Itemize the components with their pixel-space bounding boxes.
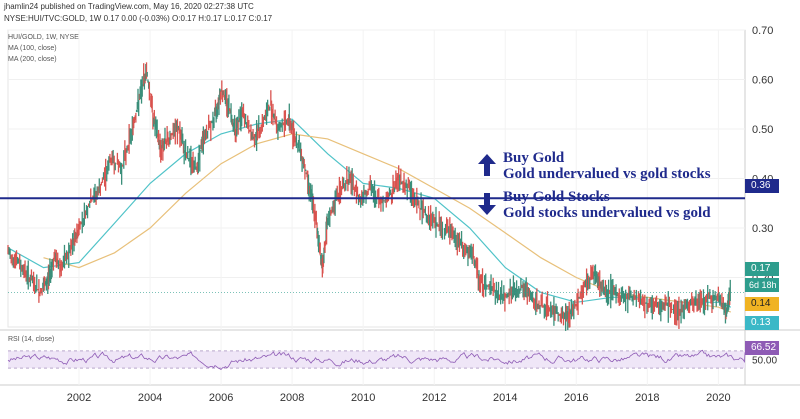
x-tick-label: 2012	[422, 392, 446, 404]
ma100-legend: MA (100, close)	[8, 45, 57, 52]
rsi-legend: RSI (14, close)	[8, 336, 55, 343]
rsi-line	[7, 349, 746, 371]
buy-stocks-label: Buy Gold Stocks	[503, 189, 610, 205]
x-tick-label: 2018	[635, 392, 659, 404]
buy-stocks-sub-label: Gold stocks undervalued vs gold	[503, 205, 711, 221]
x-tick-label: 2020	[706, 392, 730, 404]
last-price-tag: 0.17	[745, 262, 779, 276]
x-tick-label: 2004	[138, 392, 162, 404]
buy-gold-sub-label: Gold undervalued vs gold stocks	[503, 166, 711, 182]
chart-title: HUI/GOLD, 1W, NYSE	[8, 34, 79, 41]
x-tick-label: 2002	[67, 392, 91, 404]
y-tick-label: 0.50	[752, 124, 773, 136]
y-tick-label: 0.60	[752, 75, 773, 87]
ma200-legend: MA (200, close)	[8, 56, 57, 63]
level-price-tag: 0.36	[745, 179, 779, 193]
countdown-tag: 6d 18h	[745, 278, 779, 292]
y-tick-label: 0.70	[752, 25, 773, 37]
ma100-price-tag: 0.14	[745, 297, 779, 311]
published-line: jhamlin24 published on TradingView.com, …	[4, 2, 254, 11]
x-tick-label: 2010	[351, 392, 375, 404]
symbol-line: NYSE:HUI/TVC:GOLD, 1W 0.17 0.00 (-0.03%)…	[4, 14, 273, 23]
arrow-down-icon	[478, 193, 496, 215]
x-tick-label: 2014	[493, 392, 517, 404]
rsi-price-tag: 66.52	[745, 341, 779, 355]
x-tick-label: 2008	[280, 392, 304, 404]
x-tick-label: 2016	[564, 392, 588, 404]
arrow-up-icon	[478, 154, 496, 176]
ma200-price-tag: 0.13	[745, 316, 779, 330]
y-tick-label: 0.30	[752, 223, 773, 235]
x-tick-label: 2006	[209, 392, 233, 404]
buy-gold-label: Buy Gold	[503, 150, 565, 166]
rsi-tick-label: 50.00	[752, 356, 777, 367]
